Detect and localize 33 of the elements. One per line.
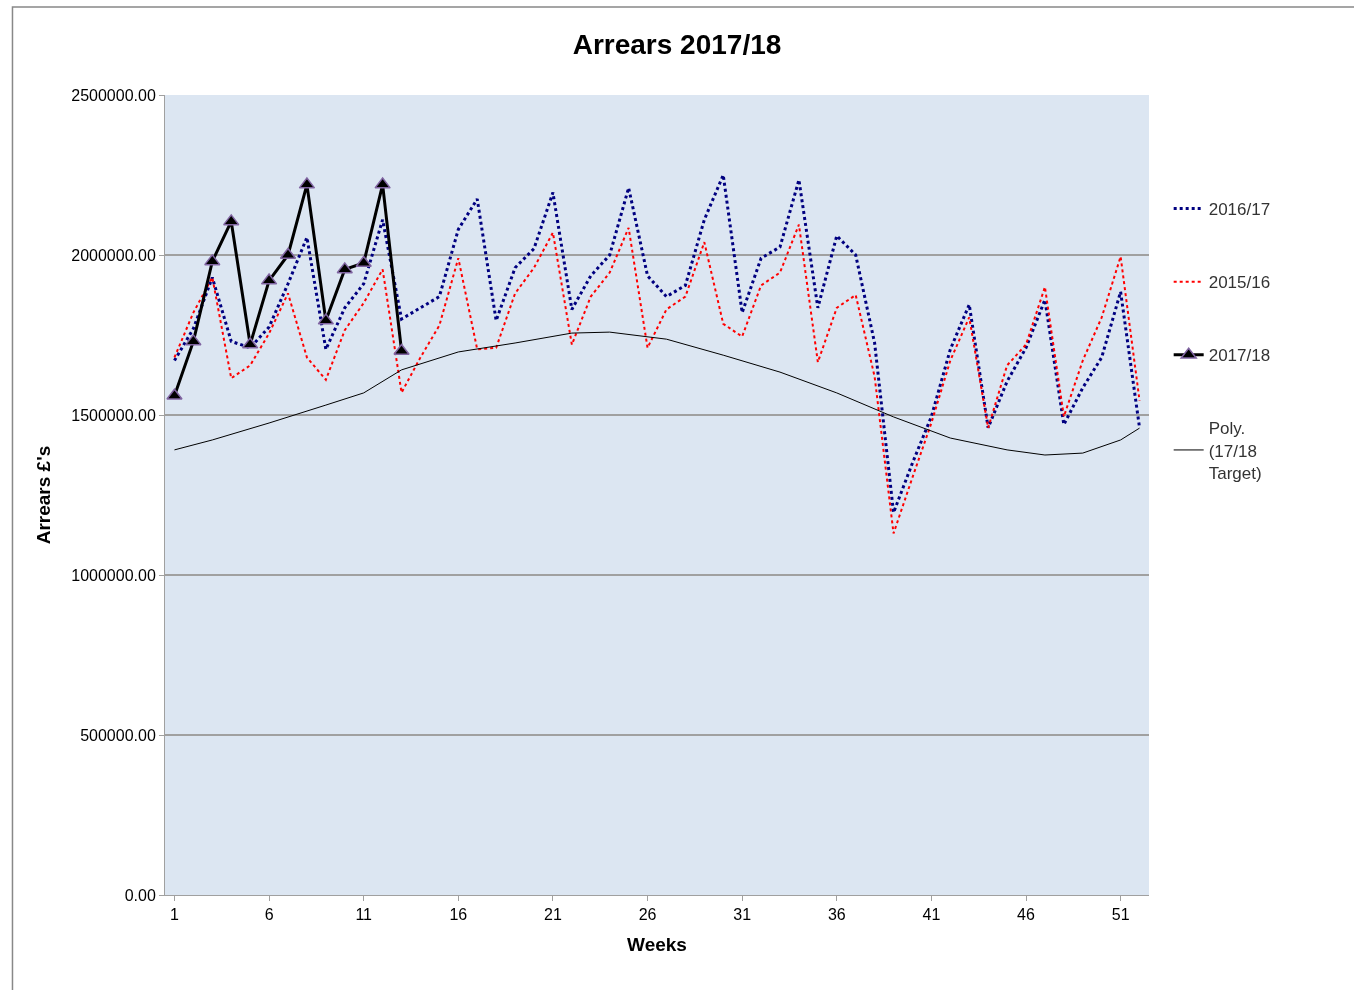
- x-tick-label: 51: [1111, 906, 1130, 924]
- point: [166, 388, 183, 400]
- y-tick-label: 2500000.00: [71, 86, 156, 104]
- legend-label: Poly. (17/18 Target): [1208, 419, 1262, 483]
- legend-label: 2015/16: [1208, 273, 1271, 293]
- point: [355, 255, 372, 267]
- x-tick-label: 36: [827, 906, 846, 924]
- point: [393, 343, 410, 355]
- line-series: [172, 173, 1142, 515]
- x-tick-label: 31: [733, 906, 752, 924]
- x-tick-label: 1: [170, 906, 180, 924]
- point: [204, 254, 221, 266]
- legend-label: 2017/18: [1208, 346, 1271, 366]
- line-series: [173, 331, 1141, 456]
- chart-title: Arrears 2017/18: [572, 29, 782, 61]
- x-tick-label: 6: [264, 906, 274, 924]
- x-tick-label: 16: [449, 906, 468, 924]
- x-tick-label: 41: [922, 906, 941, 924]
- y-tick-label: 1500000.00: [71, 406, 156, 424]
- legend-label: 2016/17: [1208, 200, 1271, 220]
- y-tick-label: 500000.00: [80, 726, 156, 744]
- line-series: [173, 223, 1141, 535]
- point: [374, 177, 391, 189]
- y-axis-title: Arrears £'s: [33, 445, 55, 545]
- x-tick-label: 21: [544, 906, 562, 924]
- x-tick-label: 11: [355, 906, 373, 924]
- x-axis-title: Weeks: [627, 934, 687, 955]
- x-tick-label: 26: [638, 906, 657, 924]
- x-tick-label: 46: [1017, 906, 1035, 924]
- y-tick-label: 1000000.00: [71, 566, 156, 584]
- y-tick-label: 0.00: [124, 886, 156, 904]
- y-tick-label: 2000000.00: [71, 246, 156, 264]
- point: [185, 334, 202, 346]
